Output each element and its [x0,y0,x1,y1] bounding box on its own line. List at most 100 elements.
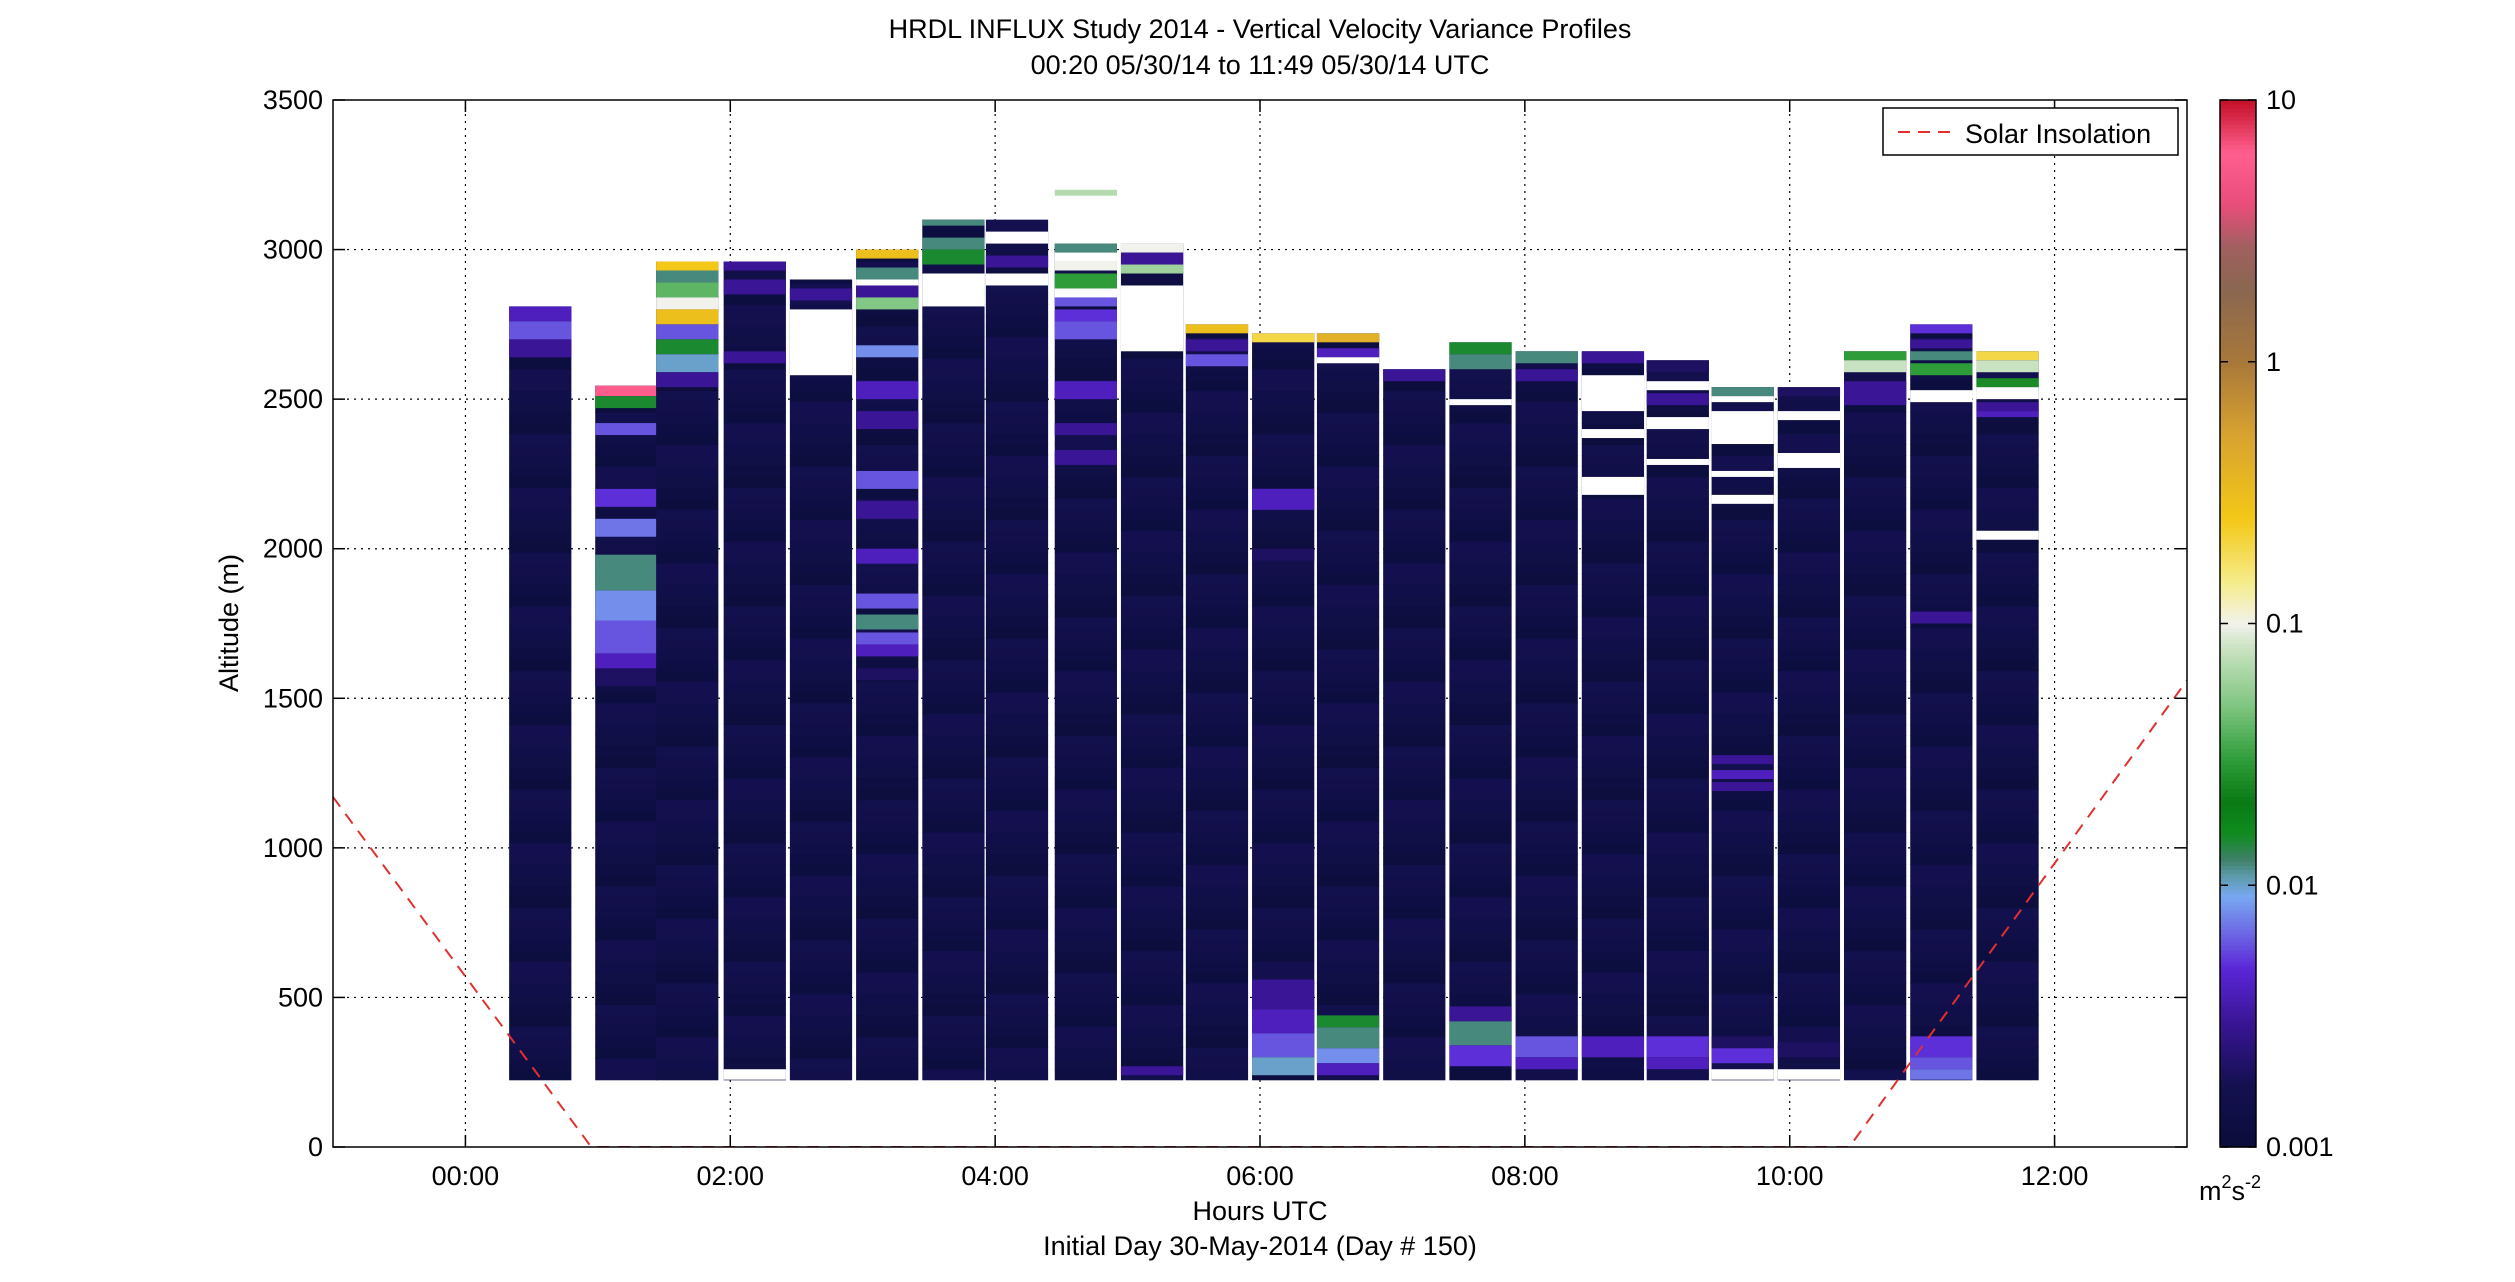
colorbar-segment [2220,840,2256,846]
heatmap-cell [723,724,786,736]
heatmap-cell [1581,702,1645,715]
heatmap-cell [1515,390,1578,402]
heatmap-cell [789,950,853,962]
heatmap-cell [1515,885,1578,898]
heatmap-cell [1383,508,1446,521]
heatmap-cell [1711,584,1774,596]
colorbar-segment [2220,1106,2256,1112]
heatmap-cell [922,638,985,650]
heatmap-cell [1515,842,1578,855]
heatmap-cell [595,724,658,736]
heatmap-cell [1120,444,1184,456]
heatmap-cell [922,519,985,532]
heatmap-cell [1910,541,1973,553]
heatmap-cell [1383,379,1446,392]
heatmap-cell [1910,918,1973,930]
heatmap-cell [1185,487,1249,499]
heatmap-cell [1120,713,1184,725]
heatmap-cell [1054,896,1117,908]
heatmap-cell [1844,1058,1907,1070]
heatmap-cell [656,864,719,876]
heatmap-cell [1185,1068,1249,1081]
heatmap-cell [723,810,786,822]
heatmap-cell [1515,939,1578,952]
colorbar-segment [2220,780,2256,786]
heatmap-cell [922,541,985,553]
heatmap-cell [1581,810,1645,822]
heatmap-cell [1120,648,1184,661]
heatmap-cell [1252,928,1315,941]
heatmap-cell [509,724,572,736]
heatmap-cell [1449,368,1512,381]
heatmap-cell [1449,832,1512,844]
heatmap-cell [1646,519,1709,532]
heatmap-cell [1976,821,2039,833]
colorbar-segment [2220,683,2256,689]
heatmap-cell [1976,487,2039,499]
heatmap-cell [1054,735,1117,747]
heatmap-cell [509,788,572,801]
heatmap-cell [1711,530,1774,542]
colorbar-segment [2220,522,2256,528]
heatmap-cell [1646,498,1709,510]
heatmap-cell [1844,810,1907,822]
colorbar-segment [2220,1054,2256,1060]
heatmap-cell [1120,767,1184,779]
colorbar-segment [2220,430,2256,435]
heatmap-cell [1185,648,1249,661]
missing-data-cell [1910,390,1973,403]
colorbar-segment [2220,1058,2256,1064]
colorbar-segment [2220,140,2256,145]
heatmap-cell [595,681,658,693]
heatmap-cell [1449,842,1512,855]
heatmap-cell [509,907,572,919]
heatmap-cell [1844,896,1907,908]
heatmap-cell [595,692,658,704]
heatmap-cell [1581,1068,1645,1081]
heatmap-cell [856,261,919,273]
heatmap-cell [1185,1015,1249,1027]
heatmap-cell [922,304,985,316]
heatmap-cell [985,1068,1049,1081]
heatmap-cell [1449,928,1512,941]
heatmap-cell [1185,455,1249,467]
heatmap-cell [1120,1036,1184,1048]
colorbar-segment [2220,228,2256,234]
colorbar-segment [2220,397,2256,403]
heatmap-cell [595,961,658,973]
colorbar-unit: m2s-2 [2199,1172,2261,1206]
heatmap-cell [1515,573,1578,585]
heatmap-cell [1316,907,1380,919]
heatmap-cell [1581,1036,1645,1058]
heatmap-cell [1910,401,1973,413]
colorbar-segment [2220,1122,2256,1128]
heatmap-cell [789,465,853,478]
heatmap-cell [509,552,572,564]
heatmap-cell [723,745,786,758]
heatmap-cell [922,249,985,265]
heatmap-cell [1646,767,1709,779]
colorbar-segment [2220,635,2256,641]
heatmap-cell [1515,422,1578,435]
heatmap-cell [1185,972,1249,984]
heatmap-cell [1054,842,1117,855]
heatmap-cell [1054,627,1117,639]
heatmap-cell [1316,788,1380,801]
heatmap-cell [789,896,853,908]
heatmap-cell [509,422,572,435]
heatmap-cell [1054,638,1117,650]
heatmap-cell [723,401,786,413]
heatmap-cell [1252,799,1315,812]
heatmap-cell [856,541,919,553]
heatmap-cell [1581,778,1645,790]
heatmap-cell [1316,1004,1380,1016]
heatmap-cell [856,562,919,575]
heatmap-cell [1120,896,1184,908]
heatmap-cell [985,713,1049,725]
heatmap-cell [656,1015,719,1027]
heatmap-cell [1581,498,1645,510]
heatmap-cell [1120,692,1184,704]
heatmap-cell [1515,498,1578,510]
heatmap-cell [656,412,719,424]
heatmap-cell [856,1068,919,1081]
